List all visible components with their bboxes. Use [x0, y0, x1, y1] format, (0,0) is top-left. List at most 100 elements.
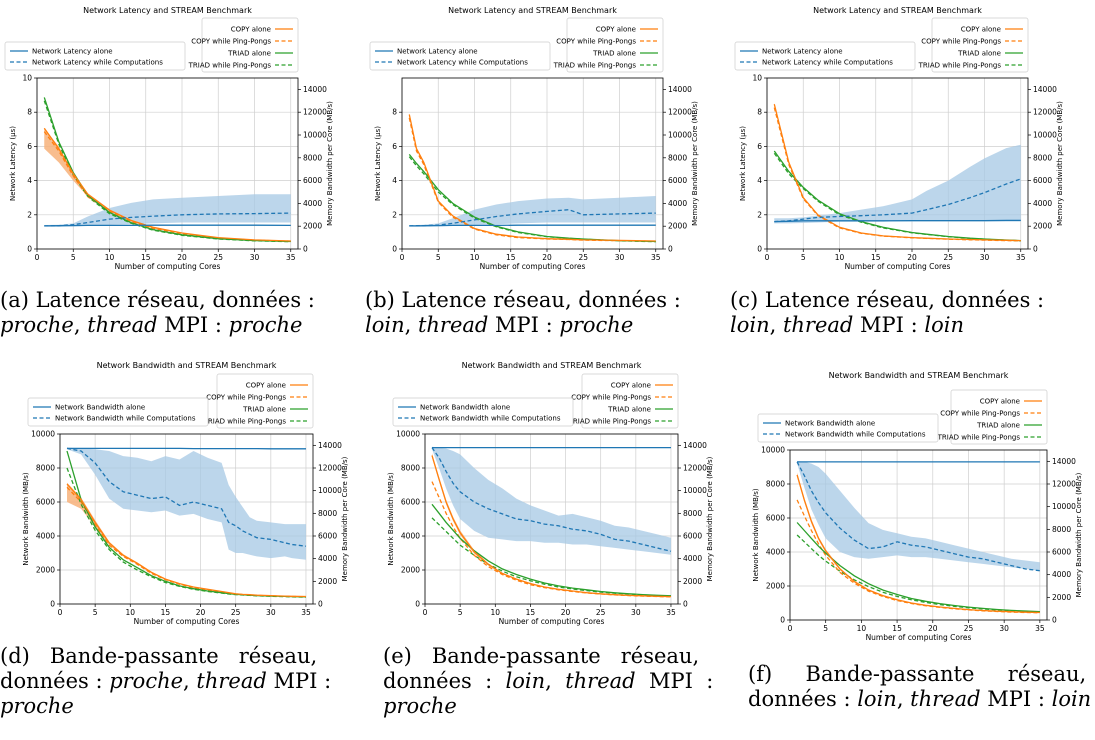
caption-b-mpi-val: proche	[559, 313, 634, 337]
xtick-label-c-10: 10	[835, 253, 845, 262]
chart-f: Network Bandwidth and STREAM Benchmark 0 5…	[752, 371, 1083, 642]
caption-a-mpi: MPI :	[157, 313, 229, 337]
y2tick-label-d-12000: 12000	[318, 464, 342, 473]
network-band-f	[797, 461, 1040, 571]
chart-title-d: Network Bandwidth and STREAM Benchmark	[97, 361, 277, 370]
chart-panel-f: Network Bandwidth and STREAM Benchmark 0 5…	[730, 365, 1095, 645]
legend-stream-label-1: COPY while Ping-Pongs	[191, 38, 271, 46]
y-axis-label-a: Network Latency (µs)	[9, 126, 17, 201]
caption-d-data: proche	[109, 669, 184, 693]
legend-stream-label-0: COPY alone	[980, 398, 1020, 406]
caption-e: (e) Bande-passante réseau, données : loi…	[383, 644, 728, 719]
xtick-label-d-20: 20	[196, 608, 206, 617]
caption-b-mpi: MPI :	[488, 313, 560, 337]
legend-stream-label-0: COPY alone	[246, 382, 286, 390]
caption-b: (b) Latence réseau, données : loin, thre…	[365, 288, 730, 338]
xtick-label-a-0: 0	[35, 253, 40, 262]
legend-network-b: Network Latency alone Network Latency whi…	[369, 41, 551, 71]
y-axis-label-e: Network Bandwidth (MB/s)	[387, 472, 395, 566]
legend-network-box-c	[734, 41, 916, 71]
legend-stream-label-2: TRIAD alone	[227, 50, 271, 58]
y2tick-label-d-6000: 6000	[318, 532, 337, 541]
caption-a-thread: thread	[87, 313, 158, 337]
legend-network-label-0: Network Latency alone	[762, 48, 843, 56]
legend-stream-label-2: TRIAD alone	[976, 422, 1020, 430]
y2tick-label-b-8000: 8000	[668, 153, 687, 162]
y2tick-label-f-12000: 12000	[1052, 480, 1076, 489]
legend-stream-box-e	[581, 373, 679, 429]
ytick-label-e-4000: 4000	[401, 532, 420, 541]
caption-f-line1: (f) Bande-passante réseau,	[748, 662, 1087, 686]
ytick-label-d-8000: 8000	[36, 464, 55, 473]
caption-e-mpi: MPI :	[635, 669, 714, 693]
ytick-label-b-8: 8	[392, 108, 397, 117]
xtick-label-d-35: 35	[301, 608, 311, 617]
x-axis-label-c: Number of computing Cores	[845, 262, 951, 271]
legend-network-box-b	[369, 41, 551, 71]
legend-stream-label-3: TRIAD while Ping-Pongs	[553, 62, 637, 70]
legend-stream-label-2: TRIAD alone	[607, 406, 651, 414]
x-axis-label-e: Number of computing Cores	[499, 617, 605, 626]
caption-a-line1: (a) Latence réseau, données :	[0, 288, 315, 312]
legend-network-label-1: Network Latency while Computations	[397, 59, 528, 67]
xtick-label-a-10: 10	[105, 253, 115, 262]
legend-stream-label-3: TRIAD while Ping-Pongs	[568, 418, 652, 426]
xtick-label-f-5: 5	[823, 624, 828, 633]
caption-e-data: loin	[505, 669, 546, 693]
series-copy-pp-e	[431, 481, 672, 598]
y2tick-label-c-2000: 2000	[1033, 222, 1052, 231]
y2tick-label-f-2000: 2000	[1052, 593, 1071, 602]
caption-f-thread: thread	[910, 687, 981, 711]
caption-d-line2: données : proche, thread MPI :	[0, 669, 365, 694]
xtick-label-c-5: 5	[801, 253, 806, 262]
chart-title-e: Network Bandwidth and STREAM Benchmark	[462, 361, 642, 370]
y2tick-label-a-10000: 10000	[303, 131, 327, 140]
xtick-label-d-5: 5	[93, 608, 98, 617]
series-net-comp-a	[44, 212, 291, 227]
y2tick-label-b-14000: 14000	[668, 85, 692, 94]
ytick-label-b-4: 4	[392, 176, 397, 185]
chart-title-b: Network Latency and STREAM Benchmark	[448, 6, 617, 15]
legend-network-label-0: Network Bandwidth alone	[785, 420, 875, 428]
y2tick-label-a-6000: 6000	[303, 176, 322, 185]
caption-c-line1: (c) Latence réseau, données :	[730, 288, 1045, 312]
y2tick-label-c-6000: 6000	[1033, 176, 1052, 185]
caption-b-line2: loin, thread MPI : proche	[365, 313, 730, 338]
xtick-label-a-30: 30	[250, 253, 260, 262]
x-axis-label-b: Number of computing Cores	[480, 262, 586, 271]
legend-stream-box-d	[216, 373, 314, 429]
caption-f-mpi: MPI :	[980, 687, 1052, 711]
caption-f-mpi-val: loin	[1051, 687, 1092, 711]
ytick-label-a-6: 6	[27, 142, 32, 151]
y2tick-label-c-14000: 14000	[1033, 85, 1057, 94]
xtick-label-d-10: 10	[126, 608, 136, 617]
legend-network-label-1: Network Bandwidth while Computations	[55, 415, 196, 423]
ytick-label-d-2000: 2000	[36, 566, 55, 575]
y2-axis-label-d: Memory Bandwidth per Core (MB/s)	[341, 456, 349, 581]
network-band-b	[409, 195, 656, 227]
ytick-label-f-0: 0	[780, 616, 785, 625]
legend-stream-label-1: COPY while Ping-Pongs	[940, 410, 1020, 418]
series-copy-alone-b	[408, 114, 656, 242]
caption-b-line1: (b) Latence réseau, données :	[365, 288, 681, 312]
y2tick-label-f-10000: 10000	[1052, 502, 1076, 511]
y2tick-label-a-12000: 12000	[303, 108, 327, 117]
y2tick-label-e-8000: 8000	[683, 509, 702, 518]
y2tick-label-d-0: 0	[318, 600, 323, 609]
network-band-c	[774, 144, 1021, 224]
legend-network-label-0: Network Latency alone	[32, 48, 113, 56]
caption-d-sep: ,	[183, 669, 197, 693]
x-axis-label-d: Number of computing Cores	[134, 617, 240, 626]
ytick-label-c-2: 2	[757, 210, 762, 219]
legend-network-label-1: Network Bandwidth while Computations	[785, 431, 926, 439]
xtick-label-c-20: 20	[907, 253, 917, 262]
xtick-label-f-30: 30	[999, 624, 1009, 633]
ytick-label-c-4: 4	[757, 176, 762, 185]
xtick-label-b-30: 30	[615, 253, 625, 262]
xtick-label-f-15: 15	[892, 624, 902, 633]
y2-axis-label-c: Memory Bandwidth per Core (MB/s)	[1056, 101, 1064, 226]
caption-d-thread: thread	[196, 669, 267, 693]
caption-e-line3: proche	[383, 694, 457, 718]
caption-b-thread: thread	[417, 313, 489, 337]
chart-title-c: Network Latency and STREAM Benchmark	[813, 6, 982, 15]
